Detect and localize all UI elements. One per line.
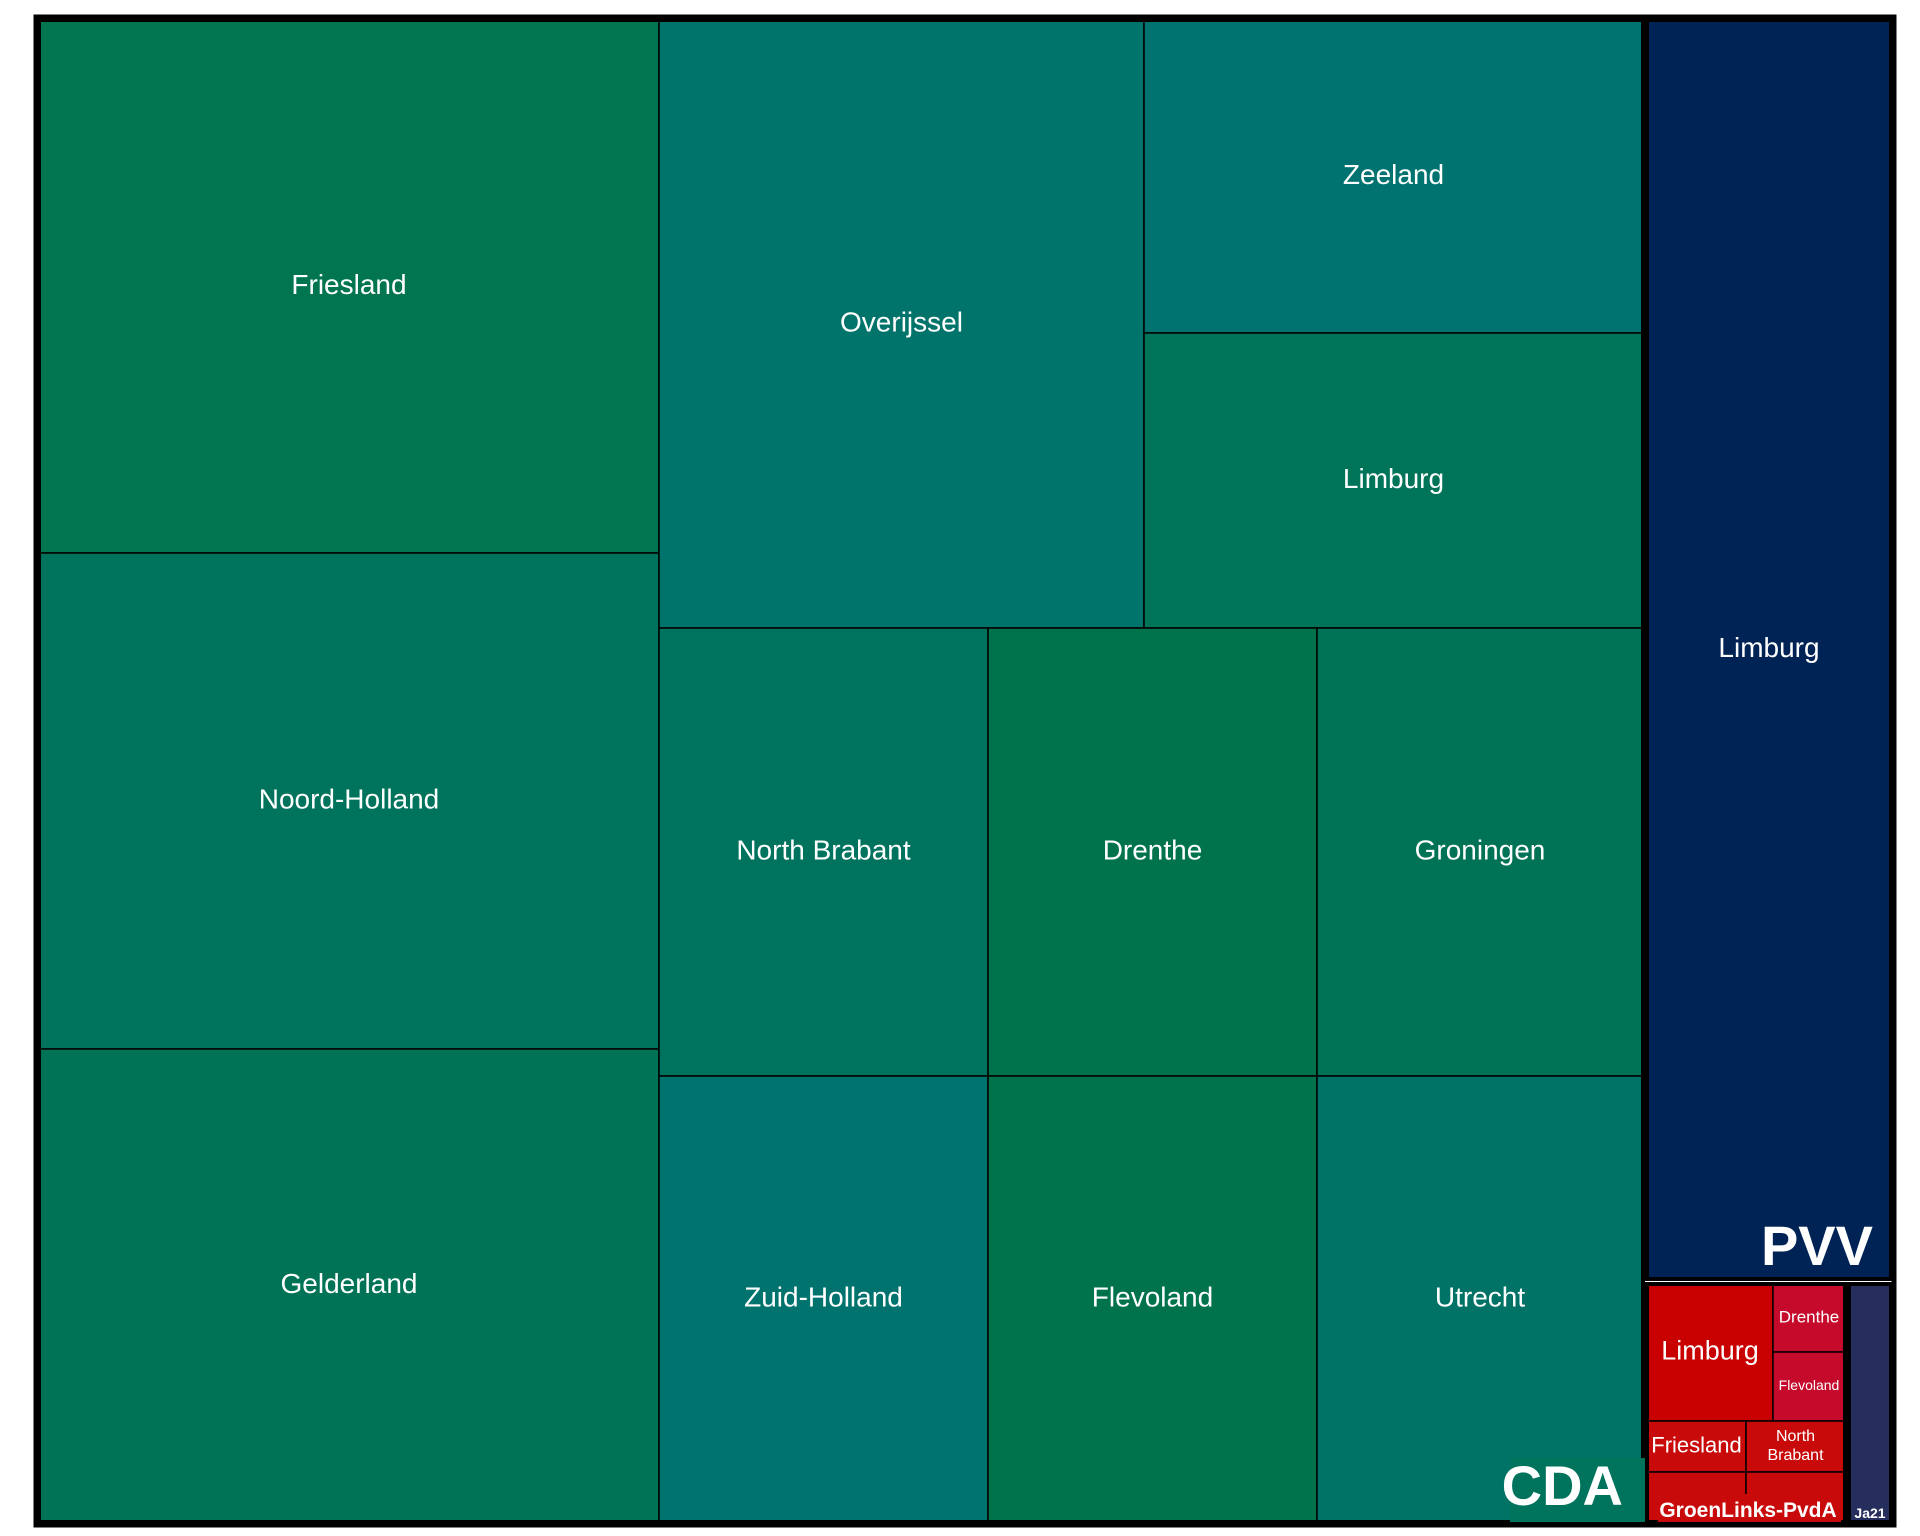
group-label-groenlinks-pvda: GroenLinks-PvdA	[1659, 1499, 1836, 1522]
group-border-pvv	[1645, 18, 1893, 1281]
cell-label-cda-gelderland: Gelderland	[281, 1268, 418, 1299]
cell-label-cda-zuid-holland: Zuid-Holland	[744, 1281, 903, 1312]
group-label-bg-groenlinks-pvda	[1658, 1494, 1841, 1522]
cell-label-pvv-limburg: Limburg	[1718, 632, 1819, 663]
treemap-cell-ja21-unlabeled-0[interactable]	[1848, 1283, 1892, 1523]
group-label-bg-cda	[1510, 1458, 1645, 1522]
treemap-cell-cda-drenthe[interactable]	[987, 627, 1318, 1077]
treemap-cell-cda-groningen[interactable]	[1316, 627, 1644, 1077]
cell-label-groenlinks-pvda-limburg: Limburg	[1661, 1336, 1759, 1366]
treemap-cell-cda-north-brabant[interactable]	[658, 627, 989, 1077]
treemap-cell-pvv-limburg[interactable]	[1646, 19, 1892, 1280]
cell-label-cda-noord-holland: Noord-Holland	[259, 783, 440, 814]
cell-label-cda-limburg: Limburg	[1343, 463, 1444, 494]
group-label-pvv: PVV	[1761, 1214, 1873, 1277]
group-label-ja21: Ja21	[1854, 1505, 1885, 1521]
cell-label-cda-overijssel: Overijssel	[840, 306, 963, 337]
cell-label-groenlinks-pvda-friesland: Friesland	[1651, 1432, 1741, 1457]
treemap-cell-groenlinks-pvda-drenthe[interactable]	[1772, 1283, 1846, 1353]
treemap-cell-cda-limburg[interactable]	[1143, 332, 1644, 629]
treemap-cell-groenlinks-pvda-limburg[interactable]	[1646, 1283, 1774, 1422]
treemap-cell-cda-gelderland[interactable]	[38, 1048, 660, 1523]
cell-label-cda-drenthe: Drenthe	[1103, 834, 1203, 865]
cell-label-cda-flevoland: Flevoland	[1092, 1281, 1213, 1312]
group-label-cda: CDA	[1502, 1454, 1623, 1517]
treemap-cell-cda-overijssel[interactable]	[658, 19, 1145, 629]
chart-frame	[33, 14, 1897, 1528]
treemap-cell-cda-zuid-holland[interactable]	[658, 1075, 989, 1523]
treemap-cell-groenlinks-pvda-flevoland[interactable]	[1772, 1351, 1846, 1422]
cell-label-groenlinks-pvda-drenthe: Drenthe	[1779, 1307, 1839, 1326]
treemap-cell-cda-utrecht[interactable]	[1316, 1075, 1644, 1523]
cell-label-groenlinks-pvda-north-brabant: North Brabant	[1767, 1428, 1824, 1464]
group-border-cda	[37, 18, 1645, 1524]
treemap-cell-groenlinks-pvda-friesland[interactable]	[1646, 1420, 1747, 1473]
cell-label-groenlinks-pvda-flevoland: Flevoland	[1779, 1377, 1840, 1393]
group-border-ja21	[1847, 1282, 1893, 1524]
cell-label-cda-north-brabant: North Brabant	[736, 834, 911, 865]
cell-label-cda-utrecht: Utrecht	[1435, 1281, 1525, 1312]
cell-label-cda-zeeland: Zeeland	[1343, 159, 1444, 190]
treemap-cell-cda-flevoland[interactable]	[987, 1075, 1318, 1523]
treemap-cell-cda-noord-holland[interactable]	[38, 552, 660, 1050]
cell-label-cda-friesland: Friesland	[291, 269, 406, 300]
cell-label-cda-groningen: Groningen	[1415, 834, 1546, 865]
